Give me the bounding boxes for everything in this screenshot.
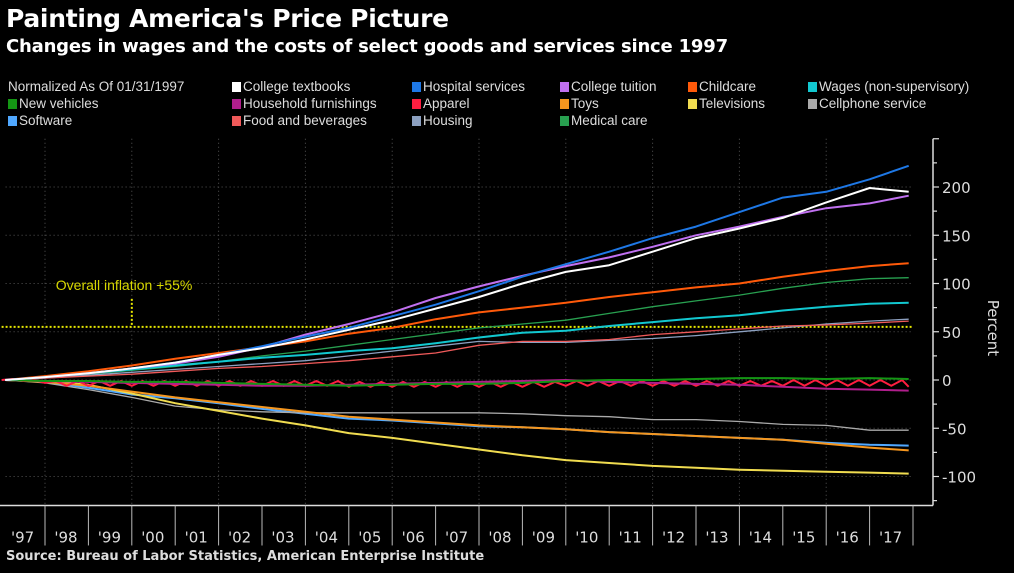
legend-swatch: [688, 81, 697, 92]
x-tick-label: '97: [11, 528, 34, 546]
legend-label: Housing: [423, 113, 473, 128]
y-tick-label: 200: [942, 179, 971, 197]
legend-swatch: [688, 98, 697, 109]
legend-item: Hospital services: [412, 79, 525, 94]
legend-label: Medical care: [571, 113, 648, 128]
legend-swatch: [232, 115, 241, 126]
x-tick-label: '98: [54, 528, 77, 546]
legend-swatch: [412, 98, 421, 109]
x-tick-label: '17: [879, 528, 902, 546]
x-tick-label: '04: [315, 528, 338, 546]
x-tick-label: '05: [358, 528, 381, 546]
x-tick-label: '99: [98, 528, 121, 546]
legend-label: Televisions: [699, 96, 766, 111]
legend-swatch: [808, 98, 817, 109]
x-tick-label: '00: [141, 528, 164, 546]
x-tick-label: '01: [185, 528, 208, 546]
legend-label: New vehicles: [19, 96, 99, 111]
legend-label: Toys: [571, 96, 599, 111]
series-line-childcare: [5, 262, 909, 381]
legend-item: College tuition: [560, 79, 657, 94]
y-tick-label: 50: [942, 324, 961, 342]
legend-swatch: [560, 115, 569, 126]
x-tick-label: '11: [619, 528, 642, 546]
chart-subtitle: Changes in wages and the costs of select…: [6, 36, 728, 57]
legend-swatch: [8, 98, 17, 109]
x-tick-label: '09: [532, 528, 555, 546]
legend-swatch: [412, 81, 421, 92]
legend-item: Televisions: [688, 96, 765, 111]
y-tick-label: 150: [942, 227, 971, 245]
legend-item: Childcare: [688, 79, 756, 94]
y-axis-label: Percent: [984, 300, 1002, 357]
series-line-hospital-services: [5, 164, 910, 381]
chart-title: Painting America's Price Picture: [6, 4, 449, 33]
y-tick-label: -50: [942, 420, 967, 438]
legend-label: Childcare: [699, 79, 757, 94]
legend-label: Food and beverages: [243, 113, 367, 128]
legend-item: Medical care: [560, 113, 648, 128]
legend-item: Apparel: [412, 96, 470, 111]
legend-swatch: [808, 81, 817, 92]
legend-swatch: [232, 81, 241, 92]
legend-label: Hospital services: [423, 79, 526, 94]
legend-item: Household furnishings: [232, 96, 377, 111]
y-tick-label: 100: [942, 276, 971, 294]
series-line-food-and-beverages: [5, 320, 909, 381]
legend-item: Toys: [560, 96, 599, 111]
y-tick-label: -100: [942, 469, 976, 487]
inflation-annotation-label: Overall inflation +55%: [56, 277, 193, 293]
legend-label: College textbooks: [243, 79, 351, 94]
legend-item: Software: [8, 113, 72, 128]
legend-label: Cellphone service: [819, 96, 927, 111]
series-line-housing: [5, 318, 909, 381]
x-tick-label: '03: [271, 528, 294, 546]
legend-swatch: [560, 81, 569, 92]
series-line-wages-non-supervisory: [5, 301, 909, 381]
series-line-college-textbooks: [5, 187, 909, 381]
legend-label: Household furnishings: [243, 96, 377, 111]
legend-label: College tuition: [571, 79, 657, 94]
legend-label: Software: [19, 113, 73, 128]
legend-swatch: [560, 98, 569, 109]
source-note: Source: Bureau of Labor Statistics, Amer…: [6, 549, 485, 564]
series-line-cellphone-service: [5, 379, 909, 431]
legend-item: Food and beverages: [232, 113, 367, 128]
x-tick-label: '06: [402, 528, 425, 546]
legend-note: Normalized As Of 01/31/1997: [8, 79, 185, 94]
x-tick-label: '07: [445, 528, 468, 546]
legend-swatch: [8, 115, 17, 126]
legend-swatch: [412, 115, 421, 126]
legend-item: Housing: [412, 113, 473, 128]
legend-label: Apparel: [423, 96, 470, 111]
x-tick-label: '10: [575, 528, 598, 546]
x-tick-label: '14: [749, 528, 772, 546]
x-tick-label: '02: [228, 528, 251, 546]
x-tick-label: '15: [792, 528, 815, 546]
x-tick-label: '16: [836, 528, 859, 546]
series-line-televisions: [5, 379, 909, 475]
series-line-toys: [5, 379, 909, 452]
x-tick-label: '13: [705, 528, 728, 546]
legend-item: New vehicles: [8, 96, 99, 111]
series-line-household-furnishings: [5, 379, 909, 392]
legend-item: College textbooks: [232, 79, 350, 94]
legend-item: Cellphone service: [808, 96, 926, 111]
y-tick-label: 0: [942, 372, 952, 390]
series-line-new-vehicles: [5, 377, 909, 387]
x-tick-label: '12: [662, 528, 685, 546]
legend-swatch: [232, 98, 241, 109]
legend-label: Wages (non-supervisory): [819, 79, 970, 94]
legend-item: Wages (non-supervisory): [808, 79, 969, 94]
x-tick-label: '08: [488, 528, 511, 546]
